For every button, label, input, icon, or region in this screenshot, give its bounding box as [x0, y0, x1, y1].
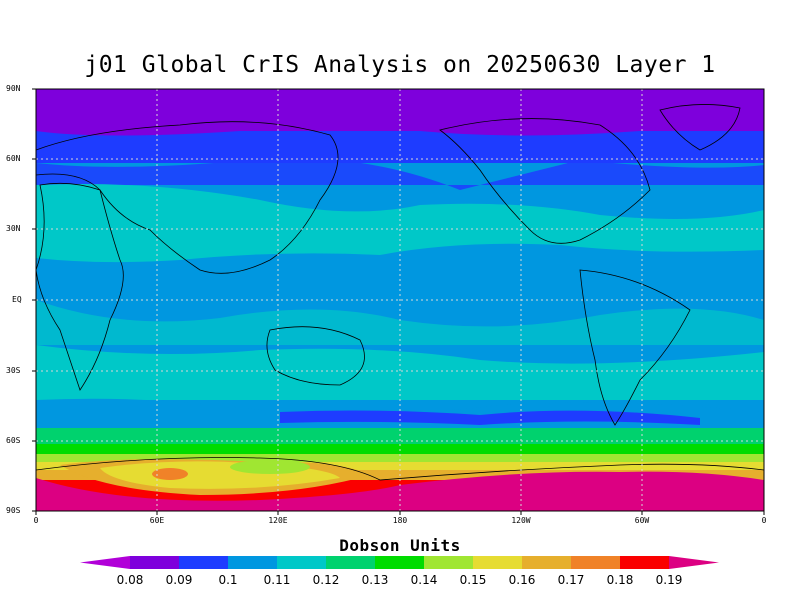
north-america-coast: [439, 118, 651, 244]
lon-label-120w: 120W: [511, 516, 531, 525]
colorbar-segment: [473, 556, 522, 569]
colorbar-tick-label: 0.17: [557, 573, 585, 587]
lat-label-30n: 30N: [6, 224, 21, 233]
lat-label-60n: 60N: [6, 154, 21, 163]
map-title: j01 Global CrIS Analysis on 20250630 Lay…: [84, 52, 716, 78]
lon-label-180: 180: [392, 516, 408, 525]
colorbar-segment-high: [669, 556, 719, 569]
colorbar-tick-label: 0.15: [459, 573, 487, 587]
colorbar-title: Dobson Units: [339, 536, 461, 555]
lon-label-120e: 120E: [268, 516, 288, 525]
colorbar-tick-label: 0.09: [165, 573, 193, 587]
lon-label-60e: 60E: [149, 516, 165, 525]
greenland-coast: [659, 104, 741, 151]
colorbar-segment: [571, 556, 620, 569]
lon-label-0: 0: [33, 516, 39, 525]
lat-label-30s: 30S: [6, 366, 21, 375]
antarctic-orange-patch: [152, 468, 188, 480]
lat-label-90s: 90S: [6, 506, 21, 515]
band-70s: [36, 454, 764, 462]
colorbar-segment: [375, 556, 424, 569]
colorbar-segment: [228, 556, 277, 569]
lat-label-eq: EQ: [12, 295, 22, 304]
axis-ticks: [32, 88, 765, 515]
lat-label-90n: 90N: [6, 84, 21, 93]
colorbar-tick-label: 0.14: [410, 573, 438, 587]
colorbar-segment: [130, 556, 179, 569]
band-south-cyan: [36, 345, 764, 400]
colorbar-segment-low: [80, 556, 130, 569]
graticule: [36, 89, 764, 511]
colorbar-segment: [326, 556, 375, 569]
colorbar-tick-label: 0.12: [312, 573, 340, 587]
colorbar-tick-label: 0.13: [361, 573, 389, 587]
coastlines: [36, 104, 764, 481]
band-equator-cyan: [36, 300, 764, 345]
colorbar: [80, 556, 719, 569]
antarctica-coast: [36, 457, 764, 481]
lat-label-60s: 60S: [6, 436, 21, 445]
lon-label-60w: 60W: [634, 516, 650, 525]
colorbar-segment: [424, 556, 473, 569]
south-america-coast: [579, 269, 691, 426]
band-south-deepblue: [280, 410, 700, 425]
colorbar-tick-label: 0.19: [655, 573, 683, 587]
lon-label-0-east: 0: [761, 516, 767, 525]
colorbar-segment: [522, 556, 571, 569]
eurasia-coast: [36, 121, 339, 274]
band-north-cyan: [36, 184, 764, 263]
colorbar-tick-label: 0.18: [606, 573, 634, 587]
colorbar-tick-label: 0.08: [116, 573, 144, 587]
colorbar-segment: [179, 556, 228, 569]
colorbar-tick-label: 0.1: [218, 573, 238, 587]
antarctic-green-patch: [230, 460, 310, 474]
australia-coast: [266, 326, 365, 386]
colorbar-segment: [277, 556, 326, 569]
colorbar-tick-label: 0.11: [263, 573, 291, 587]
band-south-pole: [36, 471, 764, 511]
colorbar-tick-label: 0.16: [508, 573, 536, 587]
colorbar-segment: [620, 556, 669, 569]
